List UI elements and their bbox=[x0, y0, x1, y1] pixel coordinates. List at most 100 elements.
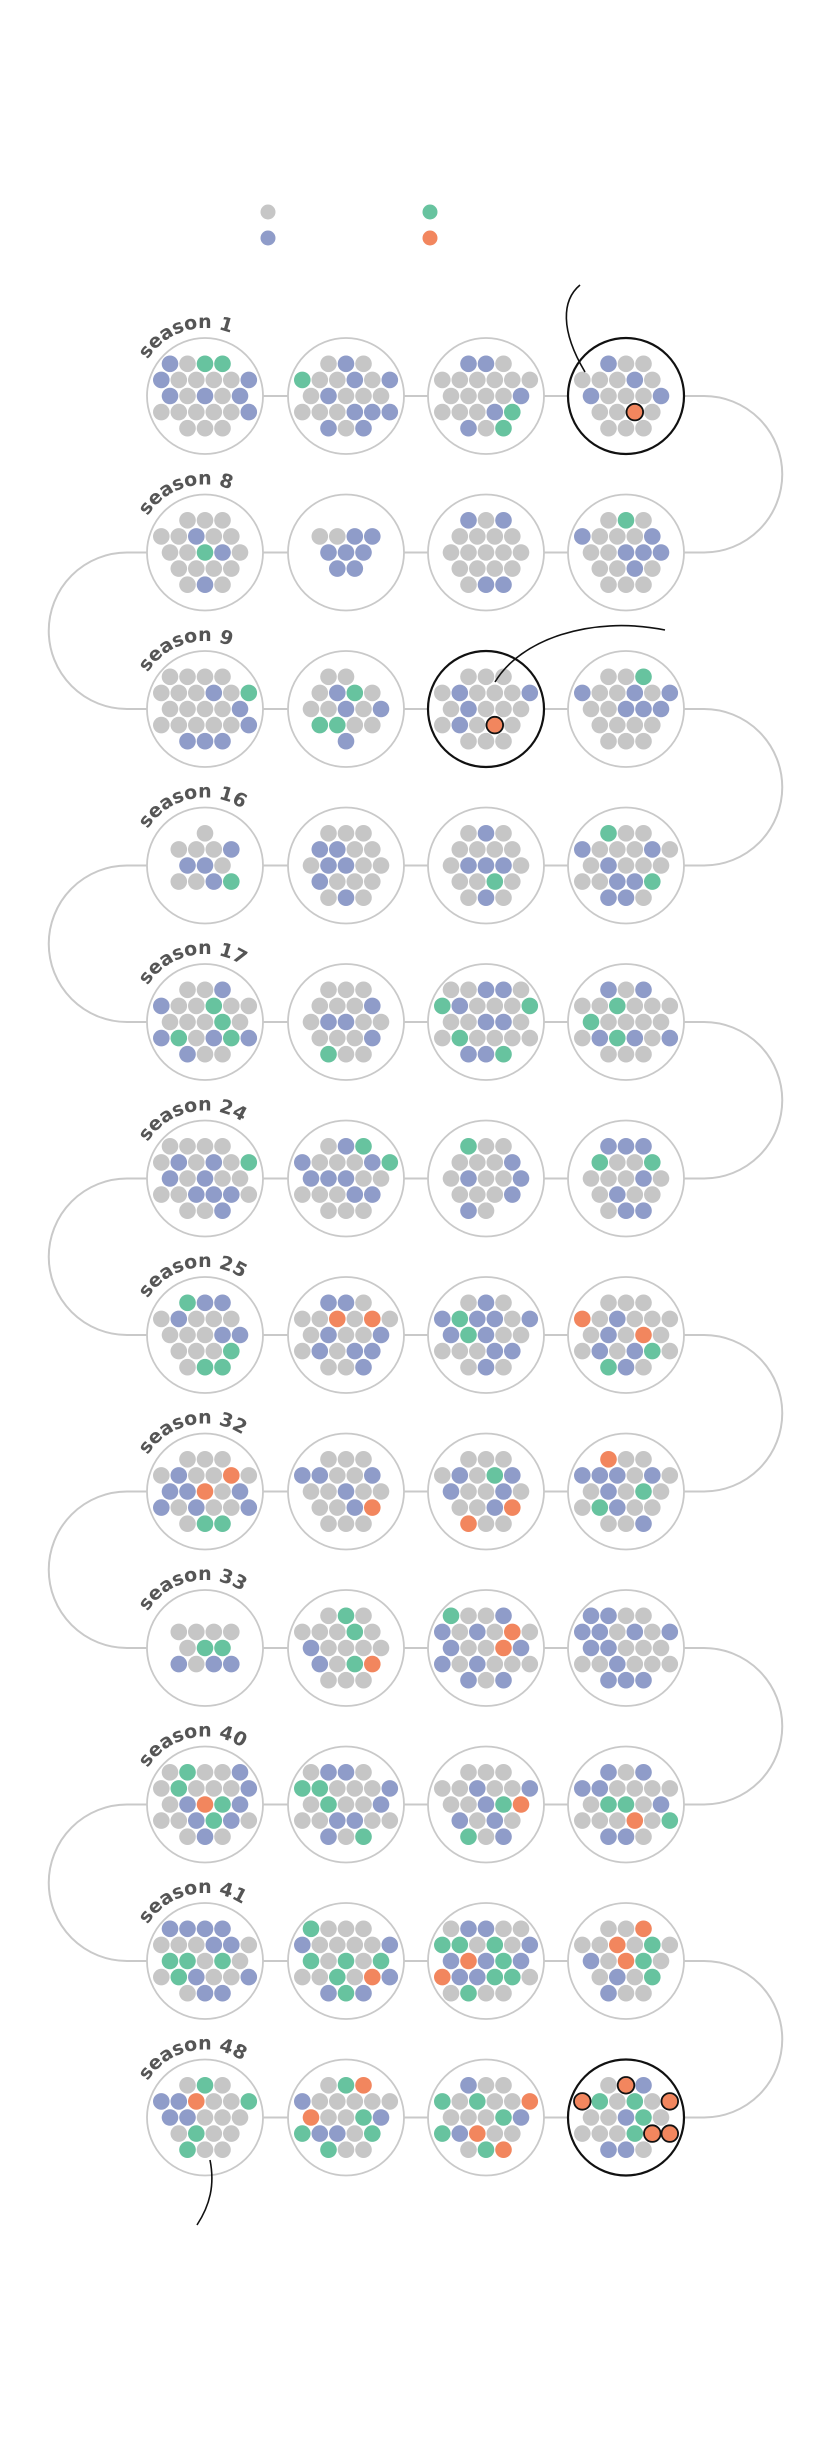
contestant-dot-gray bbox=[337, 825, 355, 842]
contestant-dot-blue bbox=[161, 1920, 179, 1938]
contestant-dot-orange bbox=[512, 1796, 530, 1813]
contestant-dot-blue bbox=[460, 419, 477, 437]
contestant-dot-gray bbox=[223, 1623, 240, 1641]
contestant-dot-blue bbox=[574, 528, 591, 545]
contestant-dot-gray bbox=[626, 716, 644, 734]
contestant-dot-green bbox=[294, 371, 311, 389]
contestant-dot-blue bbox=[609, 1655, 626, 1673]
contestant-dot-gray bbox=[179, 1828, 196, 1845]
contestant-dot-gray bbox=[617, 668, 635, 686]
contestant-dot-blue bbox=[179, 1920, 196, 1938]
contestant-dot-gray bbox=[495, 2077, 512, 2094]
contestant-dot-gray bbox=[635, 1607, 652, 1625]
contestant-dot-gray bbox=[469, 841, 486, 858]
contestant-dot-green bbox=[486, 873, 504, 890]
contestant-dot-gray bbox=[442, 544, 460, 561]
contestant-dot-gray bbox=[460, 981, 477, 999]
season-bubble-4 bbox=[566, 336, 686, 456]
contestant-dot-gray bbox=[609, 560, 626, 577]
contestant-dot-gray bbox=[460, 1451, 477, 1468]
contestant-dot-gray bbox=[477, 1984, 495, 2002]
season-bubble-47 bbox=[287, 2058, 405, 2177]
contestant-dot-green bbox=[355, 2109, 372, 2126]
contestant-dot-blue bbox=[231, 1796, 249, 1813]
contestant-dot-gray bbox=[179, 1639, 196, 1657]
contestant-dot-blue bbox=[179, 1045, 196, 1063]
contestant-dot-blue bbox=[609, 1310, 626, 1328]
contestant-dot-gray bbox=[574, 1655, 591, 1673]
contestant-dot-green bbox=[355, 1138, 372, 1155]
contestant-dot-gray bbox=[196, 1326, 214, 1344]
contestant-dot-blue bbox=[364, 1154, 381, 1171]
contestant-dot-blue bbox=[477, 576, 495, 593]
contestant-dot-orange bbox=[364, 1968, 381, 1986]
contestant-dot-gray bbox=[486, 560, 504, 577]
contestant-dot-green bbox=[329, 1968, 346, 1986]
contestant-dot-gray bbox=[451, 841, 469, 858]
contestant-dot-gray bbox=[635, 1045, 652, 1063]
contestant-dot-orange bbox=[495, 1639, 512, 1657]
contestant-dot-gray bbox=[652, 2109, 670, 2126]
season-bubble-48 bbox=[146, 2058, 264, 2177]
contestant-dot-blue bbox=[320, 419, 337, 437]
contestant-dot-gray bbox=[346, 873, 364, 890]
contestant-dot-gray bbox=[329, 371, 346, 389]
contestant-dot-blue bbox=[477, 825, 495, 842]
contestant-dot-gray bbox=[504, 684, 521, 702]
contestant-dot-gray bbox=[600, 1294, 617, 1312]
contestant-dot-gray bbox=[504, 528, 521, 545]
contestant-dot-blue bbox=[617, 1358, 635, 1376]
contestant-dot-gray bbox=[161, 1138, 179, 1155]
contestant-dot-gray bbox=[337, 419, 355, 437]
contestant-dot-gray bbox=[661, 997, 679, 1015]
season-bubble-37 bbox=[567, 1745, 685, 1864]
contestant-dot-green bbox=[591, 2093, 609, 2110]
contestant-dot-green bbox=[504, 403, 521, 421]
contestant-dot-blue bbox=[231, 387, 249, 405]
contestant-dot-green bbox=[591, 1154, 609, 1171]
contestant-dot-gray bbox=[460, 1013, 477, 1031]
contestant-dot-green bbox=[320, 1796, 337, 1813]
contestant-dot-blue bbox=[600, 857, 617, 874]
contestant-dot-gray bbox=[609, 1812, 626, 1829]
contestant-dot-gray bbox=[346, 1154, 364, 1171]
contestant-dot-gray bbox=[337, 1639, 355, 1657]
contestant-dot-gray bbox=[240, 997, 258, 1015]
contestant-dot-blue bbox=[240, 1780, 258, 1797]
contestant-dot-blue bbox=[486, 403, 504, 421]
contestant-dot-blue bbox=[294, 1936, 311, 1954]
contestant-dot-gray bbox=[495, 544, 512, 561]
contestant-dot-gray bbox=[582, 1796, 600, 1813]
contestant-dot-gray bbox=[644, 1655, 661, 1673]
season-bubble-26 bbox=[287, 1276, 405, 1394]
season-bubble-35 bbox=[427, 1589, 545, 1707]
contestant-dot-blue bbox=[609, 1467, 626, 1484]
contestant-dot-gray bbox=[469, 684, 486, 702]
contestant-dot-gray bbox=[364, 1780, 381, 1797]
legend-swatch-gray bbox=[260, 204, 276, 220]
contestant-dot-gray bbox=[442, 1796, 460, 1813]
contestant-dot-gray bbox=[364, 1623, 381, 1641]
contestant-dot-blue bbox=[381, 1968, 399, 1986]
contestant-dot-green bbox=[240, 2093, 258, 2110]
contestant-dot-blue bbox=[294, 1154, 311, 1171]
contestant-dot-green bbox=[486, 1968, 504, 1986]
contestant-dot-gray bbox=[320, 981, 337, 999]
contestant-dot-gray bbox=[302, 1326, 320, 1344]
contestant-dot-gray bbox=[460, 732, 477, 750]
contestant-dot-gray bbox=[504, 2093, 521, 2110]
season-bubble-15 bbox=[287, 806, 405, 925]
contestant-dot-gray bbox=[644, 403, 661, 421]
contestant-dot-gray bbox=[442, 2109, 460, 2126]
contestant-dot-blue bbox=[320, 1326, 337, 1344]
contestant-dot-gray bbox=[644, 1780, 661, 1797]
contestant-dot-gray bbox=[477, 512, 495, 529]
contestant-dot-gray bbox=[223, 1310, 240, 1328]
contestant-dot-gray bbox=[337, 2109, 355, 2126]
season-bubble-34 bbox=[287, 1589, 405, 1707]
contestant-dot-blue bbox=[179, 1796, 196, 1813]
contestant-dot-blue bbox=[372, 2109, 390, 2126]
contestant-dot-blue bbox=[460, 700, 477, 718]
contestant-dot-gray bbox=[329, 1936, 346, 1954]
contestant-dot-gray bbox=[644, 1186, 661, 1203]
